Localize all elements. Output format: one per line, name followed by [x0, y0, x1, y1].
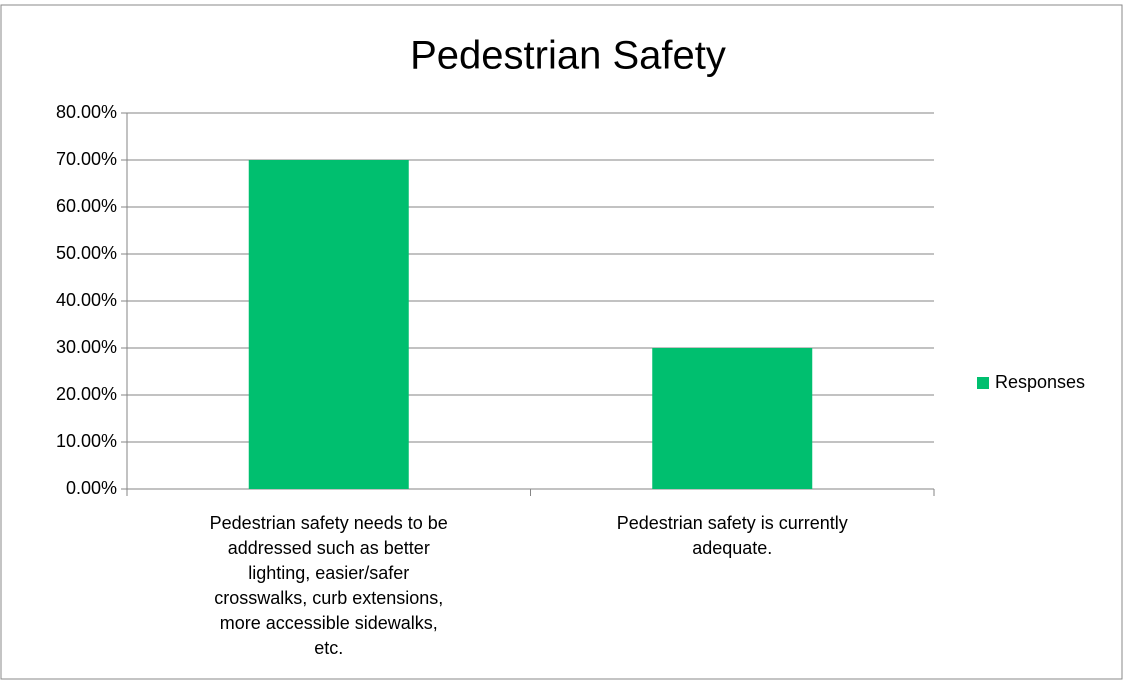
y-tick-label: 0.00% — [66, 478, 117, 498]
y-tick-label: 30.00% — [56, 337, 117, 357]
legend-label: Responses — [995, 372, 1085, 392]
bar — [248, 160, 409, 489]
y-tick-label: 40.00% — [56, 290, 117, 310]
y-tick-label: 20.00% — [56, 384, 117, 404]
bar — [652, 348, 813, 489]
y-tick-label: 10.00% — [56, 431, 117, 451]
x-tick-label: Pedestrian safety needs to be addressed … — [209, 513, 448, 658]
y-tick-label: 70.00% — [56, 149, 117, 169]
chart-title: Pedestrian Safety — [410, 34, 726, 78]
chart-frame — [0, 4, 1123, 680]
y-tick-label: 80.00% — [56, 102, 117, 122]
y-tick-label: 50.00% — [56, 243, 117, 263]
legend-swatch — [977, 377, 989, 389]
x-tick-label: Pedestrian safety is currently adequate. — [616, 513, 848, 558]
y-tick-label: 60.00% — [56, 196, 117, 216]
